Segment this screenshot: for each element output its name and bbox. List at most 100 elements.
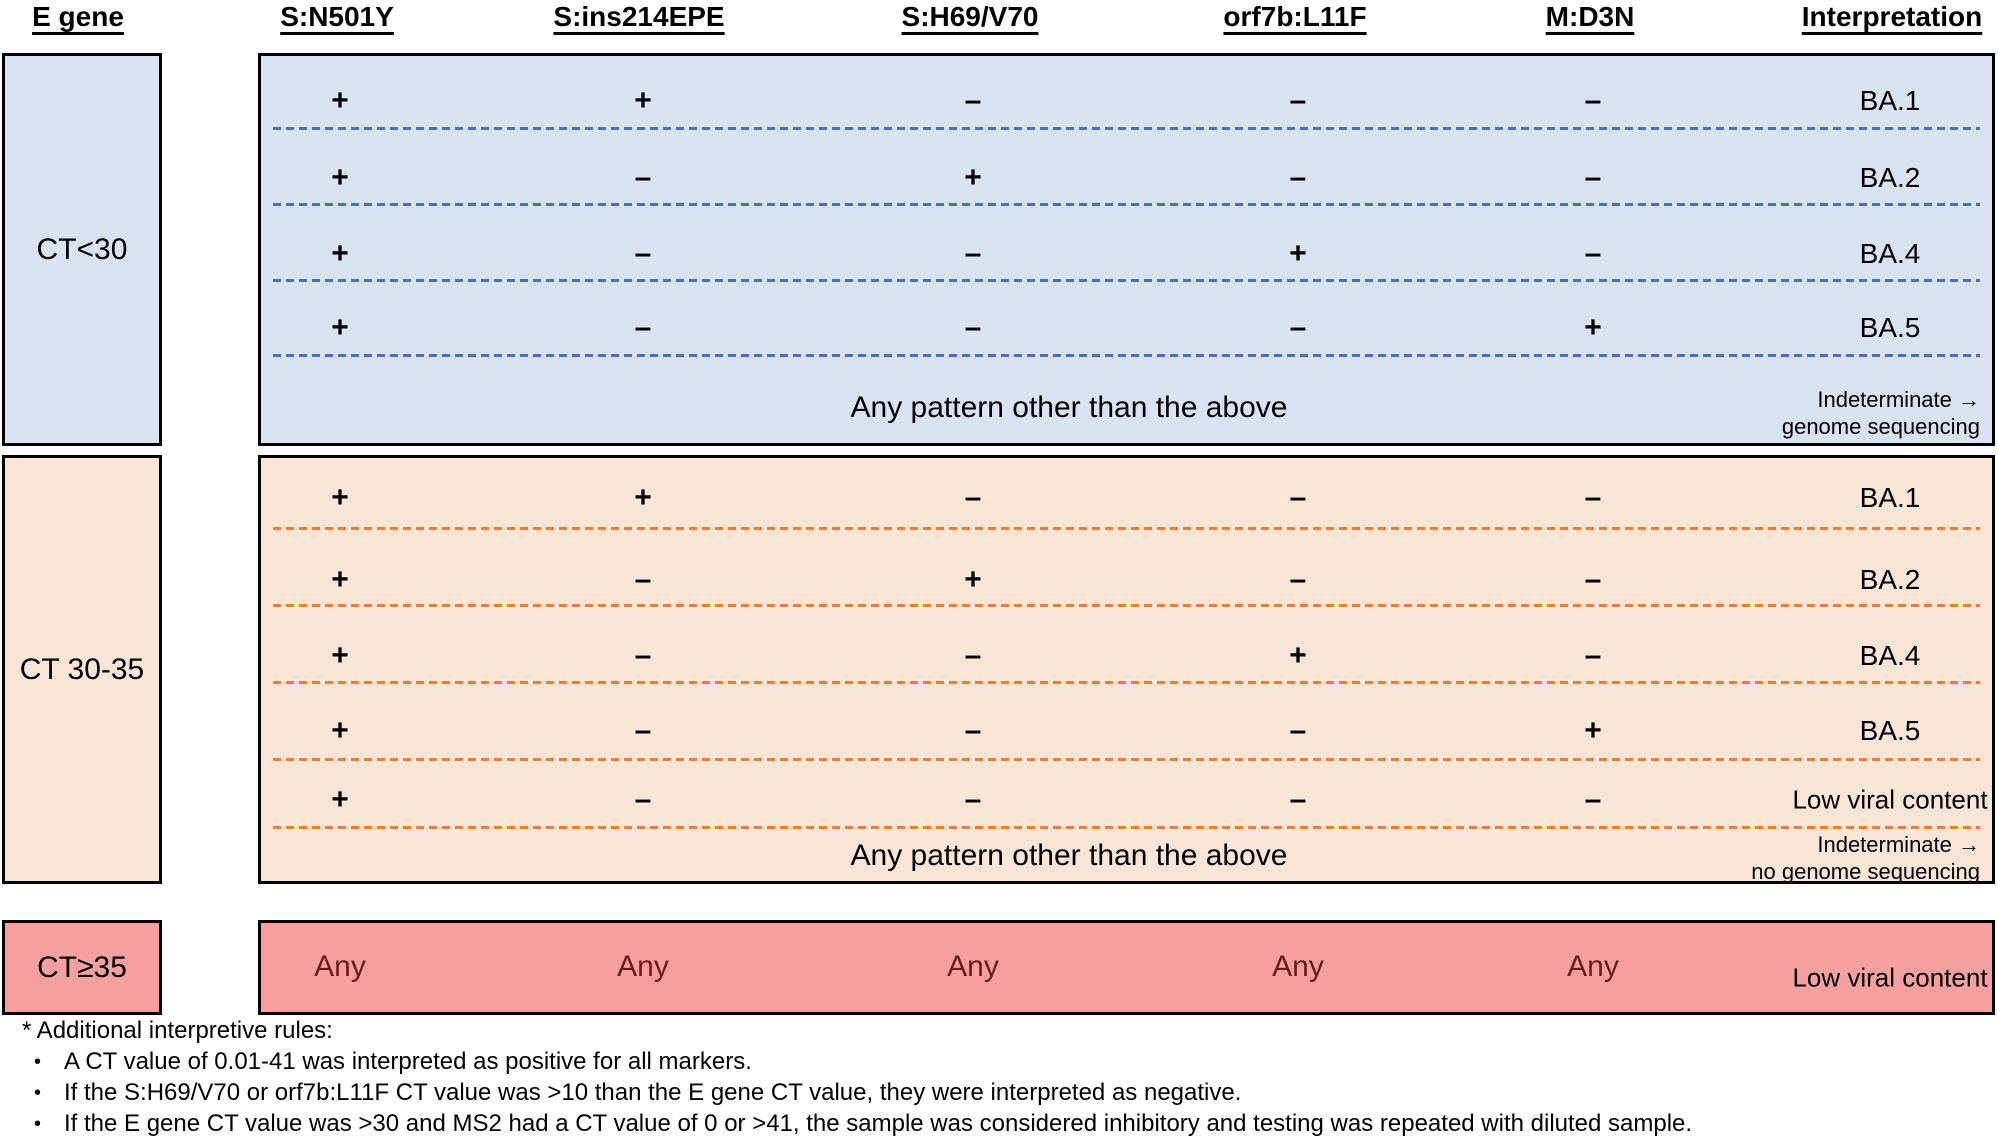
fallback-interpretation-line1: Indeterminate → bbox=[1817, 832, 1980, 857]
ct-30-35-label-box: CT 30-35 bbox=[2, 455, 162, 884]
marker-value: – bbox=[1289, 311, 1307, 344]
marker-value: – bbox=[964, 639, 982, 672]
marker-value: – bbox=[964, 783, 982, 816]
row-divider bbox=[273, 354, 1980, 357]
row-divider bbox=[273, 203, 1980, 206]
row-divider bbox=[273, 826, 1980, 829]
fallback-pattern-text: Any pattern other than the above bbox=[850, 839, 1288, 872]
marker-value: + bbox=[634, 481, 652, 514]
marker-value: – bbox=[1584, 161, 1602, 194]
ct-30-35-panel: + + – – – BA.1 + – + – – BA.2 + – – + – … bbox=[258, 455, 1995, 884]
marker-value: + bbox=[1289, 639, 1307, 672]
marker-value: – bbox=[1584, 639, 1602, 672]
marker-value: – bbox=[1289, 161, 1307, 194]
marker-value-any: Any bbox=[617, 950, 669, 983]
ct-lt30-label-box: CT<30 bbox=[2, 53, 162, 446]
marker-value: – bbox=[634, 783, 652, 816]
bullet-icon: • bbox=[34, 1082, 42, 1104]
interpretation-value: BA.4 bbox=[1859, 640, 1921, 671]
marker-value: – bbox=[964, 311, 982, 344]
marker-value: + bbox=[331, 714, 349, 747]
fallback-interpretation-line1: Indeterminate → bbox=[1817, 387, 1980, 412]
interpretation-value: BA.1 bbox=[1859, 482, 1921, 513]
marker-value: – bbox=[1289, 783, 1307, 816]
marker-value: – bbox=[964, 237, 982, 270]
interpretation-value: Low viral content bbox=[1792, 784, 1988, 815]
marker-value: + bbox=[331, 311, 349, 344]
fallback-interpretation-line2: no genome sequencing bbox=[1751, 859, 1980, 884]
marker-value: – bbox=[964, 84, 982, 117]
bullet-icon: • bbox=[34, 1113, 42, 1135]
marker-value: – bbox=[1289, 714, 1307, 747]
row-divider bbox=[273, 758, 1980, 761]
marker-value: – bbox=[634, 311, 652, 344]
ct-30-35-label: CT 30-35 bbox=[19, 652, 145, 686]
marker-value: + bbox=[331, 161, 349, 194]
marker-value: + bbox=[331, 639, 349, 672]
marker-value: – bbox=[634, 237, 652, 270]
marker-value: + bbox=[964, 161, 982, 194]
ct-lt30-panel: + + – – – BA.1 + – + – – BA.2 + – – + – … bbox=[258, 53, 1995, 446]
footnote-item: • A CT value of 0.01-41 was interpreted a… bbox=[34, 1047, 752, 1077]
marker-value: + bbox=[331, 563, 349, 596]
marker-value: – bbox=[634, 563, 652, 596]
marker-value: – bbox=[1584, 783, 1602, 816]
marker-value: – bbox=[1289, 563, 1307, 596]
marker-value: – bbox=[1584, 237, 1602, 270]
marker-value: + bbox=[1584, 714, 1602, 747]
ct-ge35-panel: Any Any Any Any Any Low viral content bbox=[258, 920, 1995, 1015]
header-interpretation: Interpretation bbox=[1801, 1, 1983, 32]
header-s-ins214epe: S:ins214EPE bbox=[553, 1, 725, 32]
footnote-title: * Additional interpretive rules: bbox=[22, 1017, 333, 1044]
marker-value: + bbox=[1584, 311, 1602, 344]
ct-ge35-label-box: CT≥35 bbox=[2, 920, 162, 1015]
marker-value: – bbox=[1584, 481, 1602, 514]
fallback-interpretation: Indeterminate → genome sequencing bbox=[1782, 386, 1980, 440]
header-m-d3n: M:D3N bbox=[1545, 1, 1635, 32]
marker-value: – bbox=[964, 714, 982, 747]
row-divider bbox=[273, 681, 1980, 684]
row-divider bbox=[273, 527, 1980, 530]
footnote-item: • If the E gene CT value was >30 and MS2 … bbox=[34, 1109, 1692, 1139]
marker-value: – bbox=[1289, 481, 1307, 514]
marker-value-any: Any bbox=[314, 950, 366, 983]
marker-value: + bbox=[331, 237, 349, 270]
marker-value-any: Any bbox=[1272, 950, 1324, 983]
marker-value: + bbox=[331, 481, 349, 514]
interpretation-value: BA.2 bbox=[1859, 564, 1921, 595]
marker-value: – bbox=[634, 714, 652, 747]
row-divider bbox=[273, 279, 1980, 282]
marker-value-any: Any bbox=[1567, 950, 1619, 983]
marker-value: – bbox=[1584, 563, 1602, 596]
interpretation-value: BA.5 bbox=[1859, 312, 1921, 343]
marker-value: – bbox=[964, 481, 982, 514]
interpretation-value: BA.4 bbox=[1859, 238, 1921, 269]
interpretation-value: BA.2 bbox=[1859, 162, 1921, 193]
row-divider bbox=[273, 127, 1980, 130]
marker-value: – bbox=[1584, 84, 1602, 117]
header-s-n501y: S:N501Y bbox=[280, 1, 394, 32]
marker-value-any: Any bbox=[947, 950, 999, 983]
fallback-pattern-text: Any pattern other than the above bbox=[850, 391, 1288, 424]
marker-value: + bbox=[331, 783, 349, 816]
fallback-interpretation-line2: genome sequencing bbox=[1781, 414, 1980, 439]
marker-value: + bbox=[634, 84, 652, 117]
footnote-text: A CT value of 0.01-41 was interpreted as… bbox=[64, 1048, 752, 1075]
footnote-text: If the E gene CT value was >30 and MS2 h… bbox=[64, 1110, 1693, 1137]
interpretation-value: Low viral content bbox=[1792, 962, 1988, 993]
header-s-h69-v70: S:H69/V70 bbox=[901, 1, 1039, 32]
interpretation-value: BA.1 bbox=[1859, 85, 1921, 116]
bullet-icon: • bbox=[34, 1051, 42, 1073]
marker-value: + bbox=[964, 563, 982, 596]
marker-value: – bbox=[1289, 84, 1307, 117]
header-orf7b-l11f: orf7b:L11F bbox=[1223, 1, 1367, 32]
marker-value: – bbox=[634, 639, 652, 672]
interpretation-value: BA.5 bbox=[1859, 715, 1921, 746]
header-e-gene: E gene bbox=[32, 1, 124, 32]
footnote-text: If the S:H69/V70 or orf7b:L11F CT value … bbox=[64, 1079, 1242, 1106]
marker-value: – bbox=[634, 161, 652, 194]
marker-value: + bbox=[331, 84, 349, 117]
fallback-interpretation: Indeterminate → no genome sequencing bbox=[1751, 831, 1980, 885]
marker-value: + bbox=[1289, 237, 1307, 270]
